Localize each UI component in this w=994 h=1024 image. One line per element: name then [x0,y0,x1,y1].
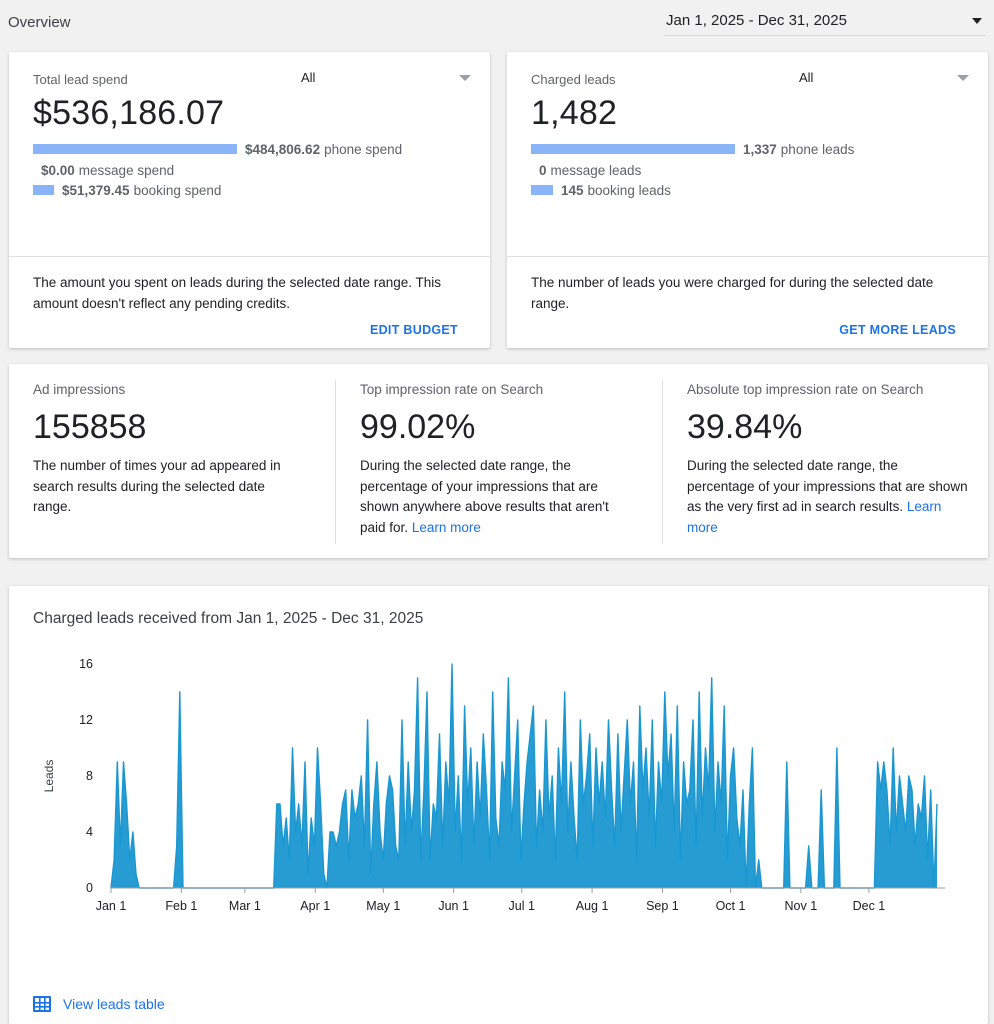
message-leads-label: message leads [550,162,642,178]
booking-leads-row: 145 booking leads [531,182,671,198]
stat-description-text: During the selected date range, the perc… [360,458,609,535]
x-tick-label: Jun 1 [438,899,469,913]
column-divider [662,380,663,544]
top-impression-rate-stat: Top impression rate on Search 99.02% Dur… [336,364,662,560]
stat-description: During the selected date range, the perc… [360,456,632,538]
x-tick-label: Dec 1 [853,899,886,913]
learn-more-link[interactable]: Learn more [687,499,942,535]
leads-description: The number of leads you were charged for… [531,275,934,311]
phone-spend-bar [33,144,237,154]
x-tick-label: Oct 1 [716,899,746,913]
booking-leads-label: booking leads [587,182,671,198]
total-lead-spend-card: Total lead spend All $536,186.07 $484,80… [9,52,490,348]
y-tick-label: 4 [86,825,93,839]
booking-spend-label: booking spend [133,182,222,198]
phone-spend-value: $484,806.62 [245,141,321,157]
view-leads-table-link[interactable]: View leads table [33,996,165,1012]
absolute-top-impression-rate-stat: Absolute top impression rate on Search 3… [663,364,988,560]
card-label: Total lead spend [33,72,128,87]
stat-label: Top impression rate on Search [360,382,544,397]
view-leads-table-label: View leads table [63,996,165,1012]
x-tick-label: Apr 1 [300,899,330,913]
filter-value: All [301,70,316,85]
date-range-select[interactable]: Jan 1, 2025 - Dec 31, 2025 [664,6,986,36]
caret-down-icon [972,17,982,24]
divider [507,256,988,257]
message-leads-value: 0 [539,162,547,178]
charged-leads-card: Charged leads All 1,482 1,337 phone lead… [507,52,988,348]
x-tick-label: Sep 1 [646,899,679,913]
caret-down-icon [459,75,471,81]
top-bar: Overview Jan 1, 2025 - Dec 31, 2025 [0,0,994,44]
leads-chart: Leads 0 4 8 12 16 Jan 1 Feb 1 Mar 1 Apr 1 May 1 Jun… [42,657,945,913]
stat-value: 39.84% [687,408,803,446]
divider [9,256,490,257]
leads-filter-select[interactable]: All [799,70,969,88]
x-tick-label: Nov 1 [785,899,818,913]
x-tick-label: Feb 1 [165,899,197,913]
spend-description: The amount you spent on leads during the… [33,275,442,311]
charged-leads-chart-card: Charged leads received from Jan 1, 2025 … [9,586,988,1024]
filter-value: All [799,70,814,85]
chart-title: Charged leads received from Jan 1, 2025 … [33,610,424,627]
page-title: Overview [8,14,71,31]
message-leads-row: 0 message leads [539,162,641,178]
date-range-value: Jan 1, 2025 - Dec 31, 2025 [666,12,847,29]
stat-value: 99.02% [360,408,476,446]
ad-impressions-stat: Ad impressions 155858 The number of time… [9,364,335,560]
booking-spend-value: $51,379.45 [62,182,130,198]
y-tick-label: 8 [86,769,93,783]
booking-leads-bar [531,185,553,195]
x-tick-label: Jan 1 [96,899,127,913]
booking-spend-row: $51,379.45 booking spend [33,182,221,198]
x-tick-label: Jul 1 [509,899,535,913]
y-tick-label: 12 [79,713,93,727]
get-more-leads-button[interactable]: GET MORE LEADS [839,323,956,337]
phone-leads-row: 1,337 phone leads [531,141,854,157]
series-area [111,664,937,888]
learn-more-link[interactable]: Learn more [411,519,481,535]
charged-leads-value: 1,482 [531,94,618,132]
message-spend-value: $0.00 [41,162,75,178]
phone-leads-label: phone leads [780,141,855,157]
edit-budget-button[interactable]: EDIT BUDGET [369,323,458,337]
table-icon [33,996,51,1012]
phone-leads-value: 1,337 [743,141,777,157]
total-spend-value: $536,186.07 [33,94,225,132]
card-label: Charged leads [531,72,616,87]
stat-label: Absolute top impression rate on Search [687,382,924,397]
phone-spend-row: $484,806.62 phone spend [33,141,402,157]
impression-stats-card: Ad impressions 155858 The number of time… [9,364,988,558]
booking-spend-bar [33,185,54,195]
stat-description: The number of times your ad appeared in … [33,458,281,514]
stat-label: Ad impressions [33,382,126,397]
message-spend-label: message spend [78,162,175,178]
caret-down-icon [957,75,969,81]
spend-filter-select[interactable]: All [301,70,471,88]
x-tick-label: Mar 1 [229,899,261,913]
x-tick-label: May 1 [366,899,400,913]
y-tick-label: 0 [86,881,93,895]
message-spend-row: $0.00 message spend [41,162,174,178]
y-tick-label: 16 [79,657,93,671]
phone-spend-label: phone spend [324,141,403,157]
x-tick-label: Aug 1 [576,899,609,913]
stat-description-text: During the selected date range, the perc… [687,458,968,514]
phone-leads-bar [531,144,735,154]
booking-leads-value: 145 [561,182,584,198]
stat-description: During the selected date range, the perc… [687,456,969,538]
column-divider [335,380,336,544]
y-axis-label: Leads [42,760,56,793]
stat-value: 155858 [33,408,147,446]
